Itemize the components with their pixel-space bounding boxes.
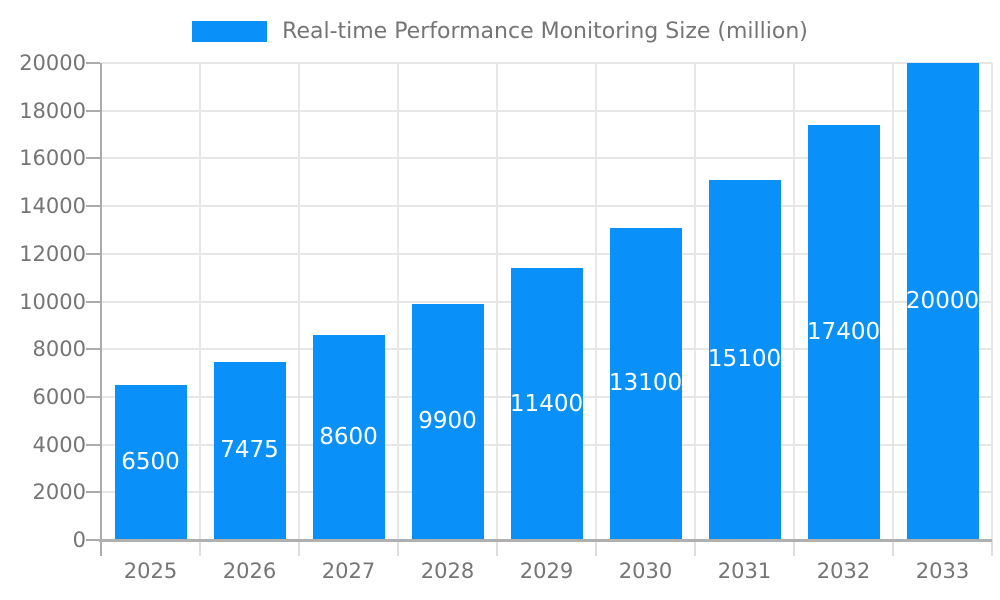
bar-value-label: 17400 [806, 318, 881, 345]
x-axis-tick [793, 540, 795, 556]
bar[interactable]: 8600 [312, 334, 385, 540]
bar[interactable]: 15100 [707, 179, 782, 540]
h-gridline [101, 252, 992, 255]
h-gridline [101, 109, 992, 112]
x-axis-tick [595, 540, 597, 556]
y-tick-label: 2000 [32, 480, 86, 505]
h-gridline [101, 62, 992, 64]
bar-value-label: 20000 [905, 288, 980, 314]
y-axis-tick [86, 62, 100, 64]
bar-value-label: 8600 [319, 423, 378, 450]
y-tick-label: 16000 [19, 146, 86, 171]
v-gridline [199, 63, 201, 540]
y-axis-tick [86, 491, 100, 494]
y-tick-label: 14000 [19, 194, 86, 219]
bar-value-label: 6500 [121, 448, 180, 475]
legend-swatch-icon [192, 21, 268, 42]
y-axis-tick [86, 109, 100, 112]
x-tick-label: 2030 [618, 559, 673, 583]
legend-label: Real-time Performance Monitoring Size (m… [282, 19, 808, 44]
x-tick-label: 2029 [519, 559, 574, 583]
y-axis-tick [86, 443, 100, 446]
x-axis-tick [991, 540, 993, 556]
x-tick-label: 2032 [816, 559, 871, 583]
v-gridline [892, 63, 894, 540]
y-tick-label: 0 [72, 528, 86, 552]
h-gridline [101, 205, 992, 208]
x-tick-label: 2025 [123, 559, 178, 583]
y-axis-tick [86, 205, 100, 208]
bar-value-label: 11400 [509, 390, 584, 417]
x-axis-tick [694, 540, 696, 556]
bar[interactable]: 7475 [213, 361, 286, 540]
bar[interactable]: 6500 [114, 384, 187, 540]
x-axis-tick [298, 540, 300, 556]
y-tick-label: 6000 [32, 384, 86, 409]
bar-value-label: 7475 [220, 437, 279, 464]
v-gridline [793, 63, 795, 540]
y-axis-tick [86, 300, 100, 303]
x-tick-label: 2028 [420, 559, 475, 583]
x-axis-tick [496, 540, 498, 556]
x-tick-label: 2026 [222, 559, 277, 583]
bar[interactable]: 9900 [411, 303, 484, 540]
y-axis-tick [86, 348, 100, 351]
y-tick-label: 4000 [32, 432, 86, 457]
v-gridline [595, 63, 597, 540]
y-tick-label: 12000 [19, 241, 86, 266]
bar[interactable]: 17400 [806, 125, 881, 540]
h-gridline [101, 157, 992, 160]
v-gridline [298, 63, 300, 540]
v-gridline [694, 63, 696, 540]
x-axis-tick [397, 540, 399, 556]
y-axis-tick [86, 252, 100, 255]
y-axis-tick [86, 157, 100, 160]
bar-value-label: 9900 [418, 408, 477, 435]
bar-value-label: 15100 [707, 346, 782, 373]
x-tick-label: 2027 [321, 559, 376, 583]
x-tick-label: 2033 [915, 559, 970, 583]
v-gridline [991, 63, 993, 540]
x-axis-tick [199, 540, 201, 556]
y-axis-tick [86, 539, 100, 541]
y-axis-tick [86, 395, 100, 398]
y-tick-label: 10000 [19, 289, 86, 314]
y-tick-label: 18000 [19, 98, 86, 123]
bar[interactable]: 20000 [905, 63, 980, 540]
y-tick-label: 8000 [32, 337, 86, 362]
v-gridline [397, 63, 399, 540]
x-tick-label: 2031 [717, 559, 772, 583]
bar[interactable]: 13100 [608, 227, 683, 540]
x-axis-tick [892, 540, 894, 556]
chart-legend[interactable]: Real-time Performance Monitoring Size (m… [0, 19, 1000, 44]
bar-value-label: 13100 [608, 370, 683, 397]
bar[interactable]: 11400 [509, 268, 584, 540]
y-tick-label: 20000 [19, 51, 86, 75]
y-axis-line [100, 63, 102, 556]
x-axis-line [99, 539, 992, 542]
v-gridline [496, 63, 498, 540]
